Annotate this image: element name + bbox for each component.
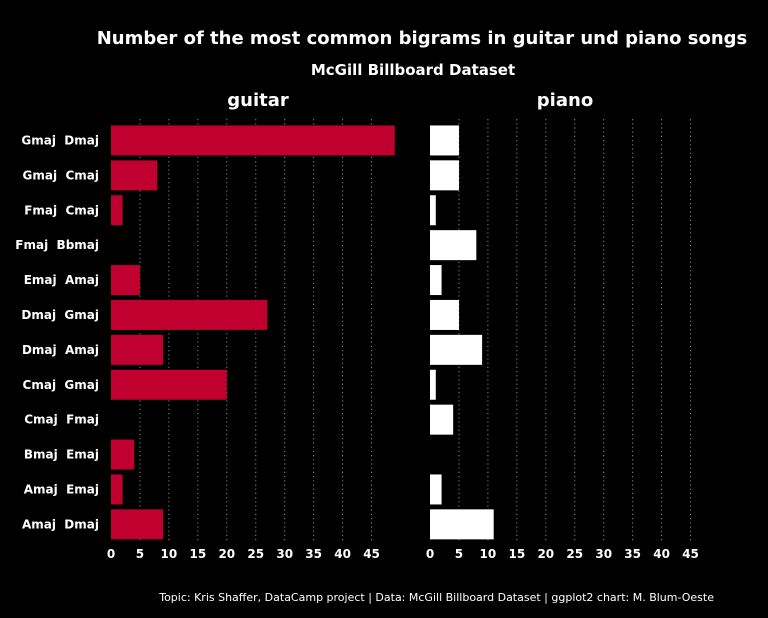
chart-marks: guitar 0 5 10 15 20 25 30 35 40 45 piano 0 5 10 15 20 25 3… [15,90,699,561]
piano-bar-2 [430,195,436,226]
piano-x-tick-25: 25 [566,547,583,561]
piano-bar-0 [430,125,459,156]
guitar-x-tick-5: 5 [136,547,144,561]
guitar-x-tick-20: 20 [218,547,235,561]
chart-caption: Topic: Kris Shaffer, DataCamp project | … [158,591,714,604]
piano-x-tick-10: 10 [480,547,497,561]
piano-bar-8 [430,404,454,435]
category-label-9: Bmaj Emaj [24,448,99,462]
guitar-bar-9 [111,439,135,470]
guitar-bar-6 [111,334,164,365]
category-label-7: Cmaj Gmaj [23,378,99,392]
guitar-x-tick-40: 40 [334,547,351,561]
piano-bar-11 [430,509,494,540]
guitar-x-tick-35: 35 [305,547,322,561]
guitar-x-tick-45: 45 [363,547,380,561]
category-label-5: Dmaj Gmaj [21,308,99,322]
guitar-bar-2 [111,195,123,226]
category-label-8: Cmaj Fmaj [24,413,99,427]
guitar-x-tick-15: 15 [189,547,206,561]
category-label-4: Emaj Amaj [24,273,99,287]
category-label-1: Gmaj Cmaj [23,168,99,182]
guitar-bar-10 [111,474,123,505]
guitar-facet-title: guitar [227,90,289,111]
piano-bar-5 [430,299,459,330]
piano-x-tick-15: 15 [508,547,525,561]
guitar-x-tick-25: 25 [247,547,264,561]
guitar-bar-4 [111,265,140,296]
piano-bar-1 [430,160,459,191]
guitar-bar-7 [111,369,227,400]
guitar-x-tick-30: 30 [276,547,293,561]
category-label-10: Amaj Emaj [24,482,99,496]
guitar-bar-5 [111,299,268,330]
category-label-2: Fmaj Cmaj [24,203,99,217]
category-label-3: Fmaj Bbmaj [15,238,99,252]
piano-x-tick-5: 5 [455,547,463,561]
piano-bar-3 [430,230,477,261]
piano-x-tick-0: 0 [426,547,434,561]
category-label-0: Gmaj Dmaj [21,133,99,147]
piano-x-tick-45: 45 [682,547,699,561]
piano-bar-7 [430,369,436,400]
piano-x-tick-20: 20 [537,547,554,561]
guitar-x-tick-10: 10 [161,547,178,561]
piano-facet-title: piano [537,90,593,111]
guitar-bar-0 [111,125,395,156]
piano-bar-10 [430,474,442,505]
piano-bar-4 [430,265,442,296]
piano-x-tick-35: 35 [624,547,641,561]
piano-x-tick-40: 40 [653,547,670,561]
guitar-x-tick-0: 0 [107,547,115,561]
piano-x-tick-30: 30 [595,547,612,561]
piano-bar-6 [430,334,483,365]
guitar-bar-1 [111,160,158,191]
chart-subtitle: McGill Billboard Dataset [311,61,515,79]
category-label-6: Dmaj Amaj [22,343,99,357]
chart-title: Number of the most common bigrams in gui… [97,28,748,49]
guitar-bar-11 [111,509,164,540]
category-label-11: Amaj Dmaj [22,517,99,531]
